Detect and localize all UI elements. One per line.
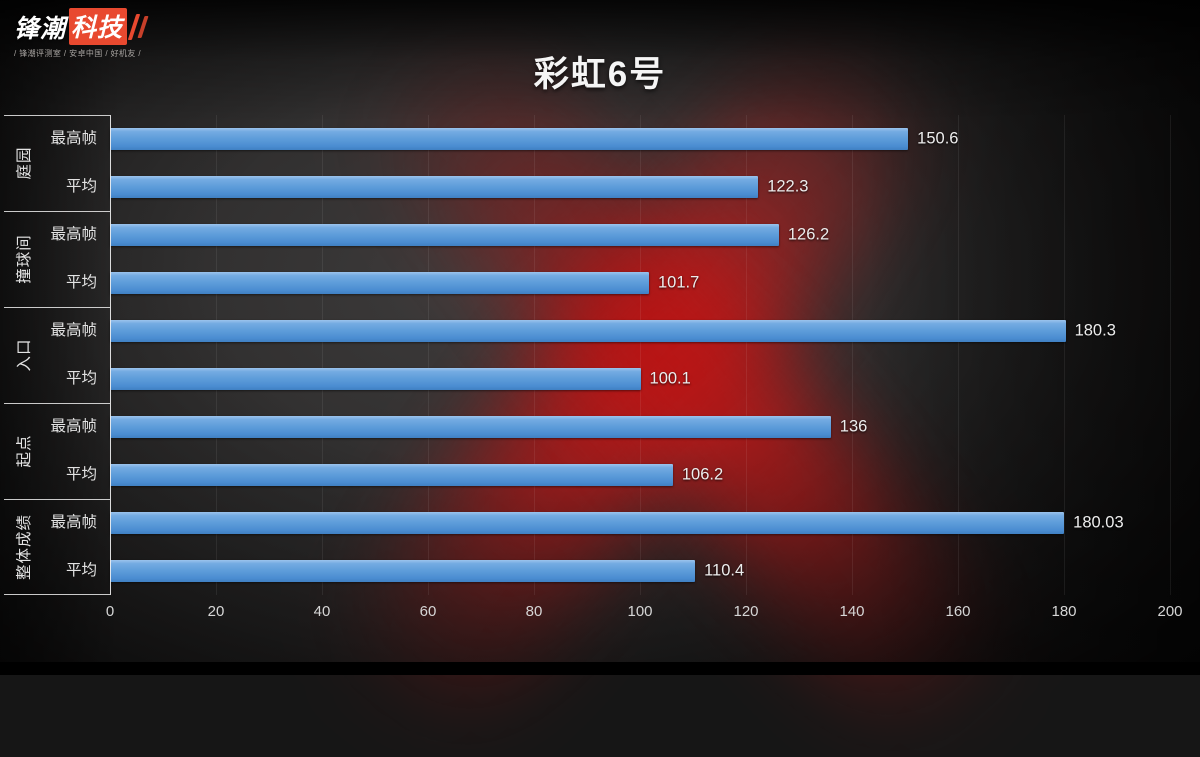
group-separator-line	[4, 307, 110, 308]
chart-title: 彩虹6号	[533, 55, 667, 94]
logo-tagline: / 锋潮评测室 / 安卓中国 / 好机友 /	[14, 49, 142, 58]
group-gutter: 整体成绩	[0, 499, 110, 595]
x-tick-label: 200	[1157, 603, 1183, 620]
bar-value-label: 150.6	[917, 129, 959, 148]
row-labels: 最高帧平均	[46, 307, 110, 403]
group-label: 撞球间	[16, 234, 33, 284]
bar: 106.2	[110, 464, 723, 486]
chart-group: 整体成绩 最高帧平均 180.03 110.4	[0, 499, 1200, 595]
group-separator-line	[4, 211, 110, 212]
bar-row: 122.3	[110, 163, 1170, 211]
bar-value-label: 136	[839, 417, 868, 436]
bar-chart: 庭园 最高帧 平均 150.6 122.3 撞球间 最高帧 平均 126.2 101.7 入口 最高帧…	[0, 115, 1200, 620]
x-tick-label: 140	[839, 603, 865, 620]
group-label: 庭园	[16, 146, 33, 180]
x-tick-label: 80	[525, 603, 543, 620]
group-separator-line	[4, 115, 110, 116]
group-gutter: 起点	[0, 403, 110, 499]
bar: 180.3	[110, 320, 1116, 342]
x-tick-label: 20	[207, 603, 225, 620]
bar-value-label: 126.2	[787, 225, 830, 244]
logo-brand-text: 锋潮	[14, 14, 67, 43]
row-label: 平均	[65, 562, 97, 579]
chart-group: 起点 最高帧平均 136 106.2	[0, 403, 1200, 499]
bar: 150.6	[110, 128, 958, 150]
bar-value-label: 122.3	[767, 177, 809, 196]
chart-group: 庭园 最高帧平均 150.6 122.3	[0, 115, 1200, 211]
row-label: 平均	[65, 274, 97, 291]
row-labels: 最高帧平均	[46, 211, 110, 307]
bar-value-label: 180.03	[1073, 513, 1124, 532]
chart-group: 撞球间 最高帧平均 126.2 101.7	[0, 211, 1200, 307]
x-axis-ticks: 0 20 40 60 80 100 120 140 160 180 200	[106, 603, 1183, 629]
logo-brand-accent-box: 科技	[69, 8, 128, 45]
bar-row: 126.2	[110, 211, 1170, 259]
bottom-black-strip	[0, 662, 1200, 675]
group-gutter: 入口	[0, 307, 110, 403]
group-separator-line	[4, 594, 110, 595]
x-tick-label: 0	[105, 603, 115, 620]
row-label: 平均	[65, 466, 97, 483]
group-label: 入口	[16, 338, 33, 372]
row-label: 最高帧	[50, 322, 97, 339]
group-separator-line	[4, 499, 110, 500]
bar-row: 150.6	[110, 115, 1170, 163]
bar-value-label: 101.7	[658, 273, 700, 292]
x-tick-label: 60	[419, 603, 437, 620]
x-tick-label: 160	[945, 603, 971, 620]
bars-area: 126.2 101.7	[110, 211, 1170, 307]
bar-row: 180.03	[110, 499, 1170, 547]
bars-area: 150.6 122.3	[110, 115, 1170, 211]
category-axis-line	[110, 115, 111, 595]
bar-row: 136	[110, 403, 1170, 451]
x-tick-label: 100	[627, 603, 653, 620]
bar: 122.3	[110, 176, 808, 198]
bar-row: 106.2	[110, 451, 1170, 499]
bar: 136	[110, 416, 867, 438]
bar: 180.03	[110, 512, 1124, 534]
bar-value-label: 110.4	[704, 561, 745, 580]
bar-row: 101.7	[110, 259, 1170, 307]
group-label: 起点	[16, 434, 33, 468]
bar-value-label: 100.1	[649, 369, 691, 388]
bar-row: 100.1	[110, 355, 1170, 403]
row-label: 平均	[65, 370, 97, 387]
logo: 锋潮 科技 / 锋潮评测室 / 安卓中国 / 好机友 /	[14, 8, 149, 59]
bar-value-label: 180.3	[1074, 321, 1116, 340]
bars-area: 180.03 110.4	[110, 499, 1170, 595]
chart-groups: 庭园 最高帧 平均 150.6 122.3 撞球间 最高帧 平均 126.2 101.7 入口 最高帧…	[0, 115, 1200, 595]
bar: 100.1	[110, 368, 691, 390]
bars-area: 180.3 100.1	[110, 307, 1170, 403]
row-labels: 最高帧平均	[46, 499, 110, 595]
x-tick-label: 120	[733, 603, 759, 620]
bar-row: 110.4	[110, 547, 1170, 595]
row-labels: 最高帧平均	[46, 403, 110, 499]
bar: 110.4	[110, 560, 744, 582]
bar-row: 180.3	[110, 307, 1170, 355]
row-label: 平均	[65, 178, 97, 195]
group-gutter: 庭园	[0, 115, 110, 211]
chart-group: 入口 最高帧平均 180.3 100.1	[0, 307, 1200, 403]
row-label: 最高帧	[50, 514, 97, 531]
bar: 101.7	[110, 272, 699, 294]
bar-value-label: 106.2	[681, 465, 724, 484]
group-label: 整体成绩	[16, 513, 33, 581]
row-label: 最高帧	[50, 226, 97, 243]
logo-wordmark: 锋潮 科技	[14, 8, 149, 45]
group-separator-line	[4, 403, 110, 404]
x-tick-label: 180	[1051, 603, 1077, 620]
bars-area: 136 106.2	[110, 403, 1170, 499]
row-label: 最高帧	[50, 418, 97, 435]
group-gutter: 撞球间	[0, 211, 110, 307]
bar: 126.2	[110, 224, 829, 246]
x-tick-label: 40	[313, 603, 331, 620]
row-label: 最高帧	[50, 130, 97, 147]
row-labels: 最高帧平均	[46, 115, 110, 211]
